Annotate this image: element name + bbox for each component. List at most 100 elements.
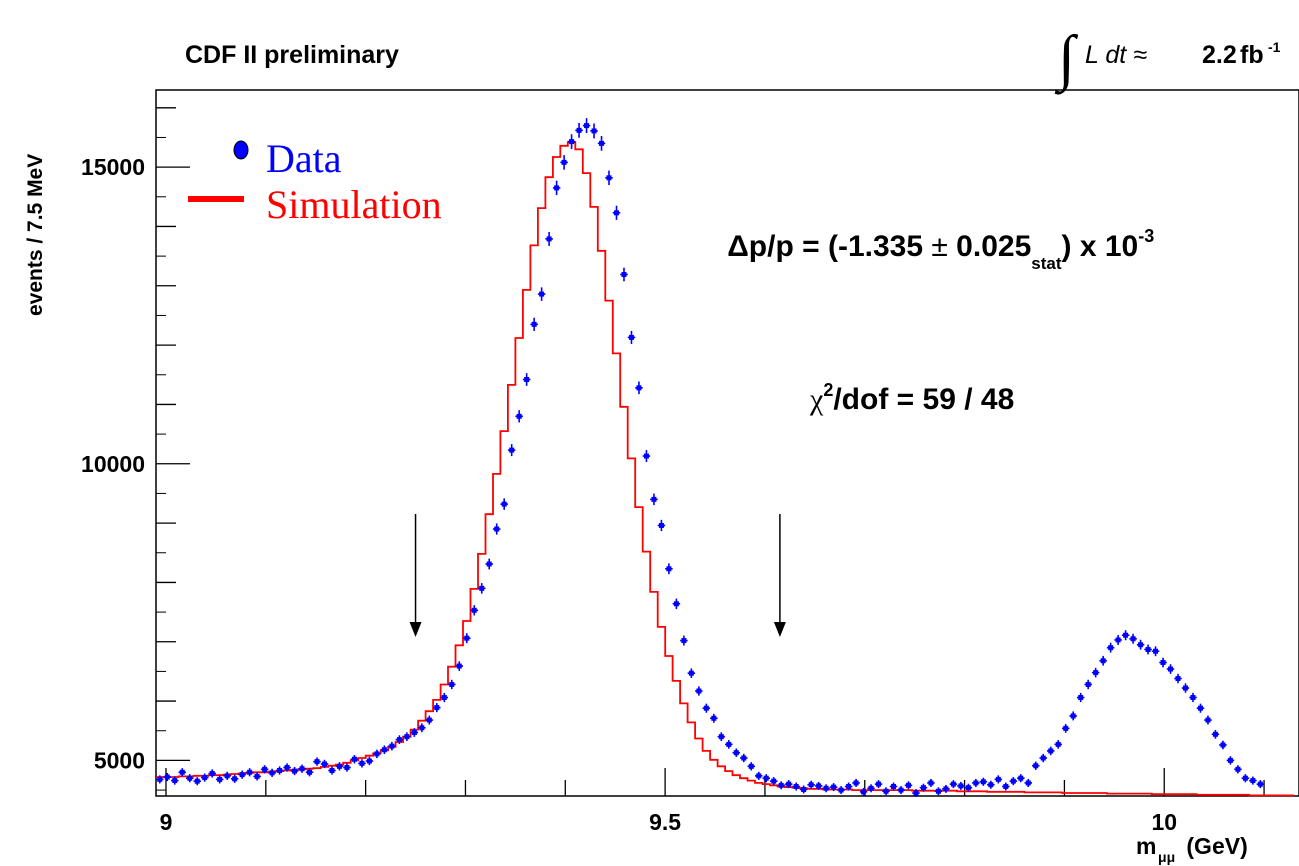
data-point-marker — [1018, 775, 1024, 781]
data-point — [171, 776, 179, 785]
data-point-marker — [831, 784, 837, 790]
data-point — [380, 745, 389, 754]
data-point-marker — [1063, 725, 1069, 731]
dp-value: 0.025 — [948, 230, 1031, 263]
data-point — [695, 686, 703, 696]
data-point — [268, 768, 276, 777]
data-point-marker — [419, 725, 425, 731]
data-point — [200, 773, 209, 782]
luminosity-exponent: -1 — [1268, 39, 1281, 55]
data-point — [874, 780, 883, 789]
data-point — [388, 741, 396, 751]
data-point — [260, 765, 269, 774]
data-point — [290, 766, 299, 776]
data-point — [687, 668, 696, 678]
data-point-marker — [703, 705, 709, 711]
data-point — [1189, 692, 1197, 703]
data-point — [1144, 644, 1152, 655]
data-point-marker — [778, 782, 784, 788]
data-point-marker — [823, 785, 829, 791]
data-point — [208, 769, 216, 778]
data-point-marker — [920, 785, 926, 791]
data-point-marker — [509, 447, 515, 453]
data-point — [313, 757, 321, 766]
data-point — [335, 762, 344, 771]
data-point — [942, 784, 950, 793]
data-point-marker — [292, 768, 298, 774]
data-point-marker — [973, 780, 979, 786]
data-point-marker — [673, 601, 679, 607]
data-point — [792, 782, 800, 791]
data-point — [784, 780, 793, 789]
data-point-marker — [1010, 778, 1016, 784]
data-point-marker — [801, 786, 807, 792]
data-point — [1234, 765, 1242, 774]
data-point-marker — [1130, 636, 1136, 642]
data-point-marker — [591, 128, 597, 134]
data-point — [403, 732, 411, 742]
x-tick-label: 10 — [1151, 809, 1177, 835]
data-point — [1181, 683, 1190, 693]
data-point-marker — [576, 127, 582, 133]
data-point-marker — [958, 783, 964, 789]
data-point-marker — [336, 763, 342, 769]
data-point-marker — [239, 772, 245, 778]
data-point — [680, 635, 688, 646]
data-point — [1129, 633, 1137, 644]
data-point-marker — [224, 773, 230, 779]
data-point-marker — [711, 715, 717, 721]
data-point-marker — [164, 774, 170, 780]
data-point — [1114, 634, 1122, 645]
data-point — [807, 780, 815, 789]
data-point-marker — [913, 790, 919, 796]
data-point — [867, 784, 875, 793]
data-point-marker — [456, 663, 462, 669]
window-arrow-head — [773, 622, 786, 637]
data-point — [852, 778, 860, 787]
data-point-marker — [449, 681, 455, 687]
data-point-marker — [658, 522, 664, 528]
data-point-marker — [995, 776, 1001, 782]
data-point-marker — [1003, 784, 1009, 790]
data-point-marker — [696, 688, 702, 694]
data-point-marker — [1182, 685, 1188, 691]
data-point — [1196, 703, 1205, 713]
data-point — [328, 766, 336, 775]
data-point — [275, 766, 284, 775]
data-point-marker — [928, 780, 934, 786]
data-point-marker — [479, 585, 485, 591]
data-point-marker — [980, 779, 986, 785]
data-point-marker — [1048, 748, 1054, 754]
data-point — [1061, 723, 1070, 733]
data-point-marker — [861, 789, 867, 795]
data-point-marker — [681, 638, 687, 644]
data-point — [448, 679, 456, 690]
data-point — [1046, 746, 1055, 756]
data-point-marker — [868, 785, 874, 791]
data-point — [1249, 776, 1257, 785]
axis-ticks — [156, 107, 1265, 796]
data-point-marker — [262, 766, 268, 772]
data-point — [178, 768, 186, 777]
data-point-marker — [569, 139, 575, 145]
data-point-marker — [741, 755, 747, 761]
data-point — [1174, 673, 1182, 684]
data-point — [305, 768, 314, 777]
data-point — [1151, 646, 1160, 657]
data-point-marker — [965, 785, 971, 791]
dp-prefix: Δp/p = (-1.335 — [727, 230, 931, 263]
data-point — [1159, 657, 1167, 668]
data-point — [283, 763, 291, 772]
header-label: CDF II preliminary — [185, 41, 399, 69]
data-point-marker — [876, 781, 882, 787]
data-point — [672, 598, 681, 609]
data-point — [185, 774, 194, 783]
data-point-marker — [1100, 658, 1106, 664]
legend-simulation-label: Simulation — [266, 182, 442, 227]
data-point — [829, 783, 838, 792]
data-point — [732, 748, 741, 757]
data-point-marker — [539, 291, 545, 297]
data-point — [1024, 778, 1033, 787]
data-point-marker — [838, 787, 844, 793]
data-point — [1039, 753, 1047, 763]
